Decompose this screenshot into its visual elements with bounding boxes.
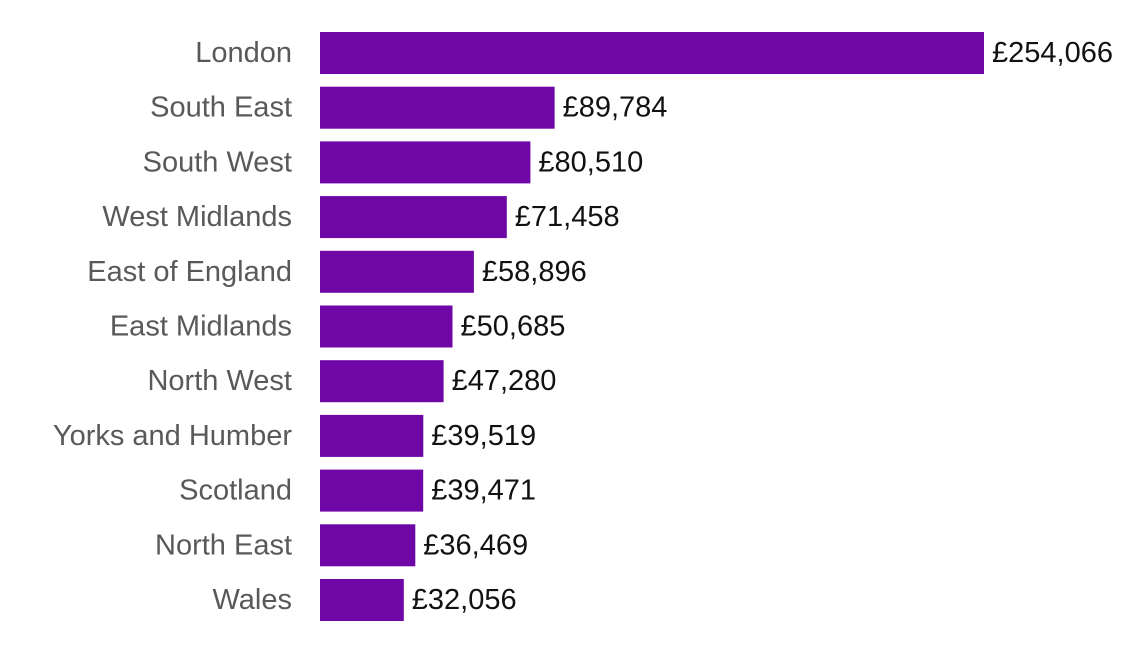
value-label: £32,056	[412, 584, 517, 616]
value-label: £80,510	[538, 146, 643, 178]
value-label: £89,784	[563, 92, 668, 124]
value-label: £36,469	[423, 529, 528, 561]
bar-south-west	[320, 141, 531, 184]
value-labels-group: £254,066 £89,784 £80,510 £71,458 £58,896 £50,…	[412, 37, 1113, 616]
category-labels-group: London South East South West West Midlands E…	[53, 37, 292, 616]
bar-wales	[320, 579, 404, 621]
category-label: Wales	[213, 584, 293, 616]
category-label: Scotland	[179, 475, 292, 507]
value-label: £47,280	[452, 365, 557, 397]
bar-east-of-england	[320, 250, 474, 293]
bars-group	[320, 32, 984, 621]
value-label: £71,458	[515, 201, 620, 233]
bar-north-west	[320, 360, 444, 403]
category-label: South West	[143, 146, 292, 178]
value-label: £39,471	[431, 475, 536, 507]
category-label: Yorks and Humber	[53, 420, 292, 452]
bar-scotland	[320, 469, 424, 512]
bar-yorks-and-humber	[320, 414, 424, 457]
category-label: North East	[155, 529, 292, 561]
bar-north-east	[320, 524, 416, 567]
category-label: West Midlands	[102, 201, 292, 233]
category-label: South East	[150, 92, 292, 124]
value-label: £254,066	[992, 37, 1113, 69]
category-label: London	[195, 37, 292, 69]
category-label: East Midlands	[110, 311, 292, 343]
value-label: £50,685	[461, 311, 566, 343]
bar-east-midlands	[320, 305, 453, 348]
category-label: East of England	[87, 256, 292, 288]
bar-london	[320, 32, 984, 74]
bar-south-east	[320, 86, 555, 129]
category-label: North West	[147, 365, 292, 397]
bar-west-midlands	[320, 196, 507, 239]
value-label: £58,896	[482, 256, 587, 288]
value-label: £39,519	[431, 420, 536, 452]
